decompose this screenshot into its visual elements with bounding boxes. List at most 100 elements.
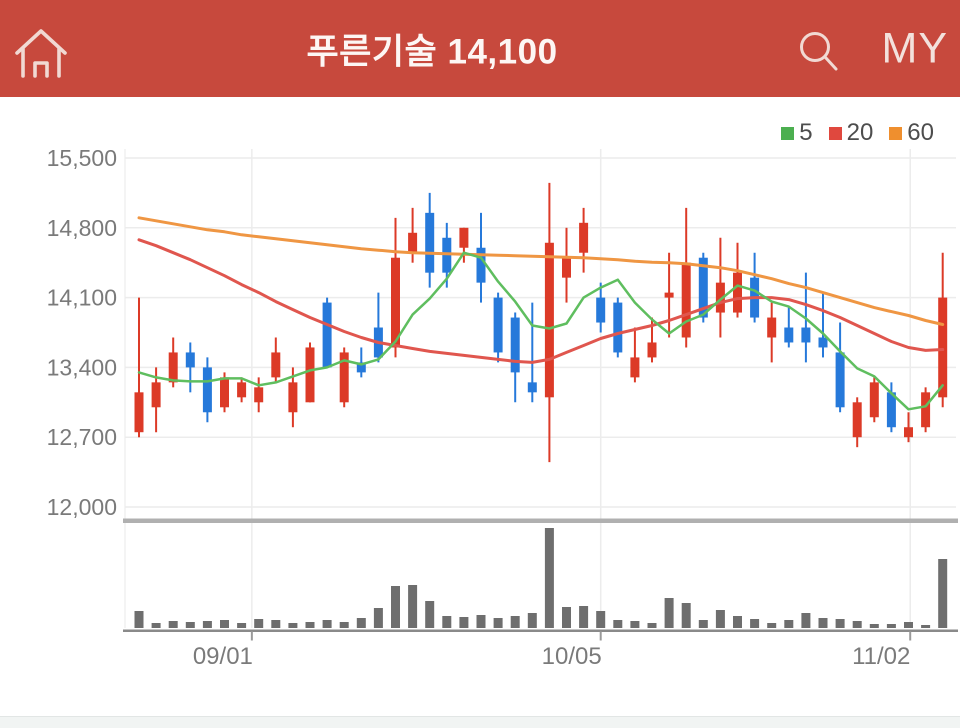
volume-bar xyxy=(681,603,691,628)
volume-bar xyxy=(733,616,742,628)
candle-body xyxy=(647,342,657,358)
ma5-label: 5 xyxy=(799,119,813,146)
volume-bar xyxy=(579,606,589,628)
y-axis-label: 14,100 xyxy=(47,285,117,311)
volume-bar xyxy=(613,620,623,628)
volume-bar xyxy=(596,611,606,628)
candle-body xyxy=(784,327,794,343)
candlestick-chart[interactable]: 15,500 14,800 14,100 13,400 12,700 12,000 09/0… xyxy=(0,97,960,728)
candle-body xyxy=(510,317,520,373)
volume-bar xyxy=(647,623,657,628)
y-axis-label: 12,700 xyxy=(47,424,117,450)
volume-bar xyxy=(391,586,400,628)
candle-body xyxy=(271,352,281,378)
candle-body xyxy=(254,387,264,403)
volume-bar xyxy=(425,601,435,628)
candle-body xyxy=(425,212,435,273)
volume-bar xyxy=(835,619,845,628)
home-button[interactable] xyxy=(12,22,70,82)
volume-bar xyxy=(305,622,315,628)
candle-body xyxy=(698,257,708,318)
my-menu-button[interactable]: MY xyxy=(881,24,948,72)
volume-bar xyxy=(869,624,879,628)
ma5-line xyxy=(137,251,944,411)
candle-body xyxy=(391,257,400,348)
candle-body xyxy=(220,377,229,408)
volume-bar xyxy=(408,585,418,628)
candle-body xyxy=(151,382,161,408)
volume-bar xyxy=(938,559,948,628)
volume-bar xyxy=(562,607,571,628)
volume-bar xyxy=(886,624,896,628)
volume-bar xyxy=(459,617,469,628)
candle-body xyxy=(202,367,212,413)
x-axis-label: 09/01 xyxy=(193,643,253,670)
app-header: 푸른기술 14,100 MY xyxy=(0,0,960,97)
ma60-line xyxy=(137,216,945,326)
ma20-line xyxy=(137,238,945,364)
stock-title: 푸른기술 14,100 xyxy=(306,32,558,71)
volume-bar xyxy=(510,616,520,628)
x-axis-label: 11/02 xyxy=(852,643,910,670)
bottom-toolbar-edge xyxy=(0,716,960,728)
volume-bar xyxy=(339,622,349,628)
candle-body xyxy=(237,382,247,398)
volume-bar xyxy=(322,620,332,628)
candle-body xyxy=(630,357,640,378)
candle-body xyxy=(476,247,486,283)
volume-bar xyxy=(852,621,862,628)
volume-bar xyxy=(527,613,537,628)
candle-body xyxy=(305,347,315,403)
candle-body xyxy=(168,352,178,383)
volume-bar xyxy=(168,621,178,628)
volume-bar xyxy=(373,608,383,628)
volume-bar xyxy=(921,625,931,628)
candle-body xyxy=(442,237,452,273)
x-axis-label: 10/05 xyxy=(542,643,602,670)
volume-bar xyxy=(271,620,281,628)
candle-body xyxy=(459,227,469,248)
candle-body xyxy=(835,352,845,408)
search-icon xyxy=(800,32,838,71)
volume-bar xyxy=(630,621,640,628)
volume-bar xyxy=(801,613,811,628)
candle-body xyxy=(801,327,811,343)
ma60-swatch xyxy=(889,126,903,140)
volume-bar xyxy=(134,611,144,628)
candle-body xyxy=(818,337,828,348)
y-axis-label: 12,000 xyxy=(47,494,117,520)
legend-ma5[interactable]: 5 xyxy=(781,119,813,147)
candle-body xyxy=(715,282,725,313)
candle-body xyxy=(527,382,537,393)
volume-bar xyxy=(715,610,725,628)
search-button[interactable] xyxy=(796,28,842,76)
candle-body xyxy=(134,392,144,433)
volume-bar xyxy=(476,615,486,628)
candle-body xyxy=(767,317,777,338)
candle-body xyxy=(904,427,913,438)
legend-ma20[interactable]: 20 xyxy=(828,119,873,147)
ma5-swatch xyxy=(781,126,795,140)
chart-area: 5 20 60 15,500 14,800 14,100 13,400 12,700 12… xyxy=(0,97,960,728)
candle-body xyxy=(322,302,332,368)
candle-body xyxy=(596,297,606,323)
candle-body xyxy=(681,262,691,338)
candle-body xyxy=(493,297,503,353)
volume-bar xyxy=(664,598,674,628)
legend-ma60[interactable]: 60 xyxy=(889,119,934,147)
volume-bar xyxy=(220,620,229,628)
volume-bar xyxy=(784,620,794,628)
candle-body xyxy=(921,392,931,428)
candle-body xyxy=(185,352,195,368)
candle-body xyxy=(408,232,418,253)
volume-bar xyxy=(202,621,212,628)
ma60-label: 60 xyxy=(907,119,934,146)
volume-bar xyxy=(767,623,777,628)
pane-separator xyxy=(123,518,958,523)
y-axis-label: 13,400 xyxy=(47,354,117,380)
volume-bar xyxy=(698,620,708,628)
volume-bar xyxy=(493,618,503,628)
volume-bar xyxy=(151,623,161,628)
y-axis-label: 14,800 xyxy=(47,215,117,241)
volume-bar xyxy=(818,618,828,628)
